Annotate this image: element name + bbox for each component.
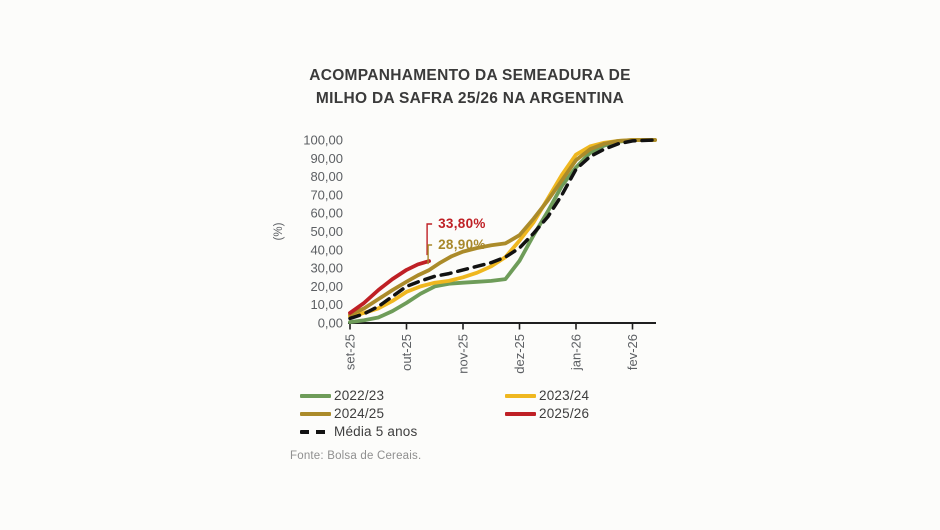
x-tick-label: set-25 (343, 334, 358, 370)
x-tick-label: nov-25 (456, 334, 471, 374)
y-tick-label: 70,00 (310, 187, 343, 202)
series-line-2024-25 (348, 138, 657, 317)
annotation-label: 28,90% (438, 237, 486, 252)
y-tick-label: 40,00 (310, 242, 343, 257)
y-tick-label: 0,00 (318, 316, 343, 331)
annotation-leader (426, 223, 433, 256)
series-line-2025-26 (348, 259, 431, 315)
y-tick-label: 30,00 (310, 261, 343, 276)
planting-progress-chart: 0,00 10,00 20,00 30,00 40,00 50,00 60,00 70,00 8… (273, 133, 657, 374)
y-tick-label: 90,00 (310, 151, 343, 166)
legend-label: 2025/26 (539, 406, 590, 421)
x-tick-label: dez-25 (512, 334, 527, 374)
chart-title: ACOMPANHAMENTO DA SEMEADURA DE MILHO DA … (240, 64, 700, 110)
annotation-label: 33,80% (438, 216, 486, 231)
legend-label: Média 5 anos (334, 424, 418, 439)
legend-item-m-dia-5-anos: Média 5 anos (300, 424, 505, 439)
chart-legend: 2022/23 2023/24 2024/25 2025/26 Média 5 anos (300, 388, 589, 439)
legend-swatch (505, 393, 536, 398)
legend-label: 2023/24 (539, 388, 590, 403)
y-tick-label: 50,00 (310, 224, 343, 239)
y-axis-label: (%) (273, 222, 285, 240)
y-tick-label: 20,00 (310, 279, 343, 294)
chart-title-line-1: ACOMPANHAMENTO DA SEMEADURA DE (309, 67, 631, 84)
series-line-2022-23 (348, 138, 657, 324)
legend-swatch (300, 393, 331, 398)
legend-item-2022-23: 2022/23 (300, 388, 505, 403)
legend-label: 2024/25 (334, 406, 385, 421)
x-tick-label: jan-26 (569, 334, 584, 371)
chart-area: 0,00 10,00 20,00 30,00 40,00 50,00 60,00 70,00 8… (270, 125, 680, 390)
series-line-m-dia-5-anos (348, 138, 657, 321)
legend-item-2023-24: 2023/24 (505, 388, 589, 403)
legend-swatch (300, 411, 331, 416)
legend-label: 2022/23 (334, 388, 385, 403)
y-tick-label: 80,00 (310, 169, 343, 184)
chart-title-line-2: MILHO DA SAFRA 25/26 NA ARGENTINA (315, 90, 625, 107)
y-tick-label: 60,00 (310, 206, 343, 221)
legend-swatch (505, 411, 536, 416)
legend-item-2024-25: 2024/25 (300, 406, 505, 421)
x-tick-label: fev-26 (625, 334, 640, 370)
source-note: Fonte: Bolsa de Cereais. (290, 450, 422, 462)
y-tick-label: 100,00 (303, 133, 343, 148)
y-tick-label: 10,00 (310, 297, 343, 312)
annotation-leader (427, 244, 433, 265)
legend-item-2025-26: 2025/26 (505, 406, 589, 421)
legend-swatch (300, 429, 331, 434)
x-tick-label: out-25 (399, 334, 414, 371)
